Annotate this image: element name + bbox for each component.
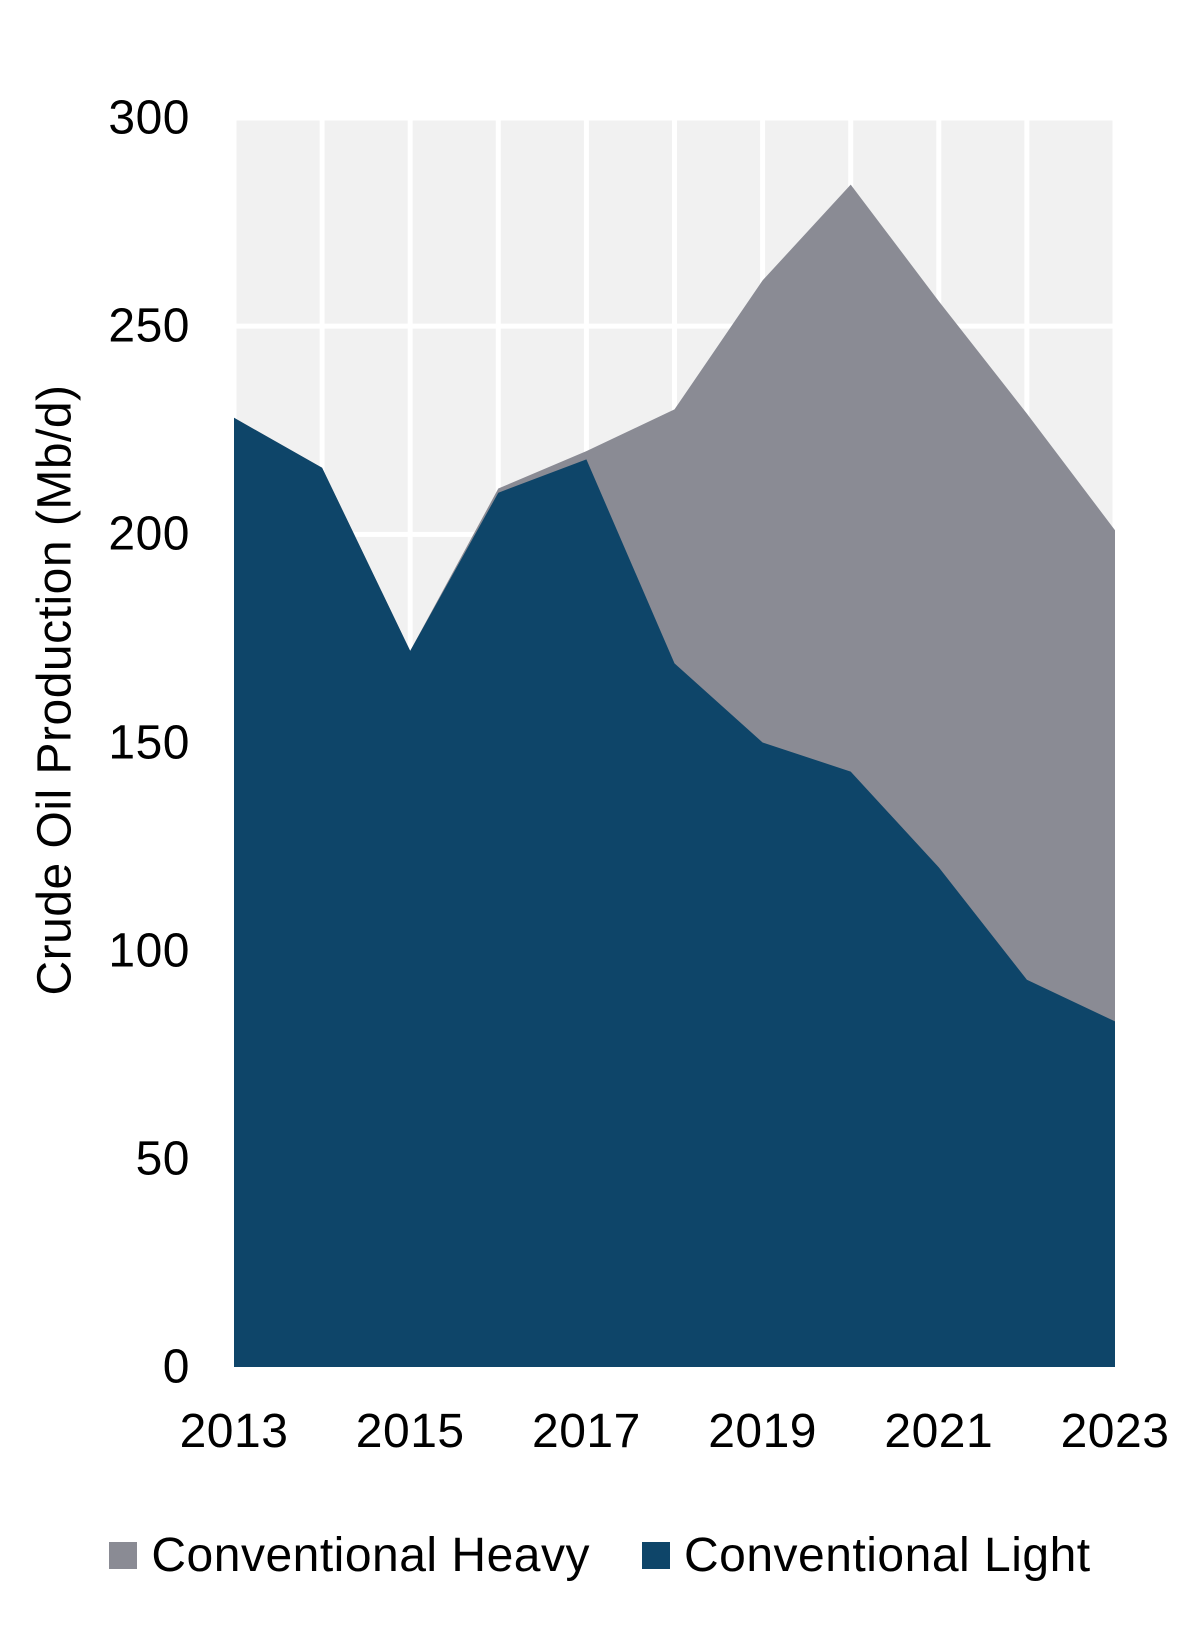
- y-tick-label: 100: [108, 924, 190, 978]
- legend-item-conventional-heavy: Conventional Heavy: [109, 1528, 590, 1583]
- chart-panel: [234, 118, 1115, 1367]
- legend-swatch-light: [641, 1542, 670, 1569]
- x-tick-label: 2021: [884, 1405, 994, 1458]
- x-tick-label: 2023: [1060, 1405, 1170, 1458]
- y-tick-label: 0: [162, 1340, 190, 1394]
- y-tick-label: 50: [135, 1132, 190, 1186]
- y-tick-label: 250: [108, 299, 190, 353]
- area-conventional-light: [234, 417, 1115, 1367]
- x-tick-label: 2019: [708, 1405, 817, 1458]
- x-tick-label: 2015: [355, 1405, 465, 1458]
- stacked-area-chart: [234, 118, 1115, 1367]
- y-axis-title: Crude Oil Production (Mb/d): [28, 384, 82, 996]
- x-tick-label: 2013: [179, 1405, 289, 1458]
- legend-label-light: Conventional Light: [683, 1529, 1091, 1582]
- y-tick-label: 150: [108, 716, 190, 769]
- legend-label-heavy: Conventional Heavy: [151, 1529, 590, 1582]
- legend-swatch-heavy: [109, 1542, 138, 1569]
- y-tick-label: 200: [108, 507, 190, 561]
- legend-item-conventional-light: Conventional Light: [641, 1528, 1091, 1583]
- y-tick-label: 300: [108, 91, 190, 145]
- legend: Conventional Heavy Conventional Light: [0, 1528, 1200, 1583]
- x-tick-label: 2017: [532, 1405, 641, 1458]
